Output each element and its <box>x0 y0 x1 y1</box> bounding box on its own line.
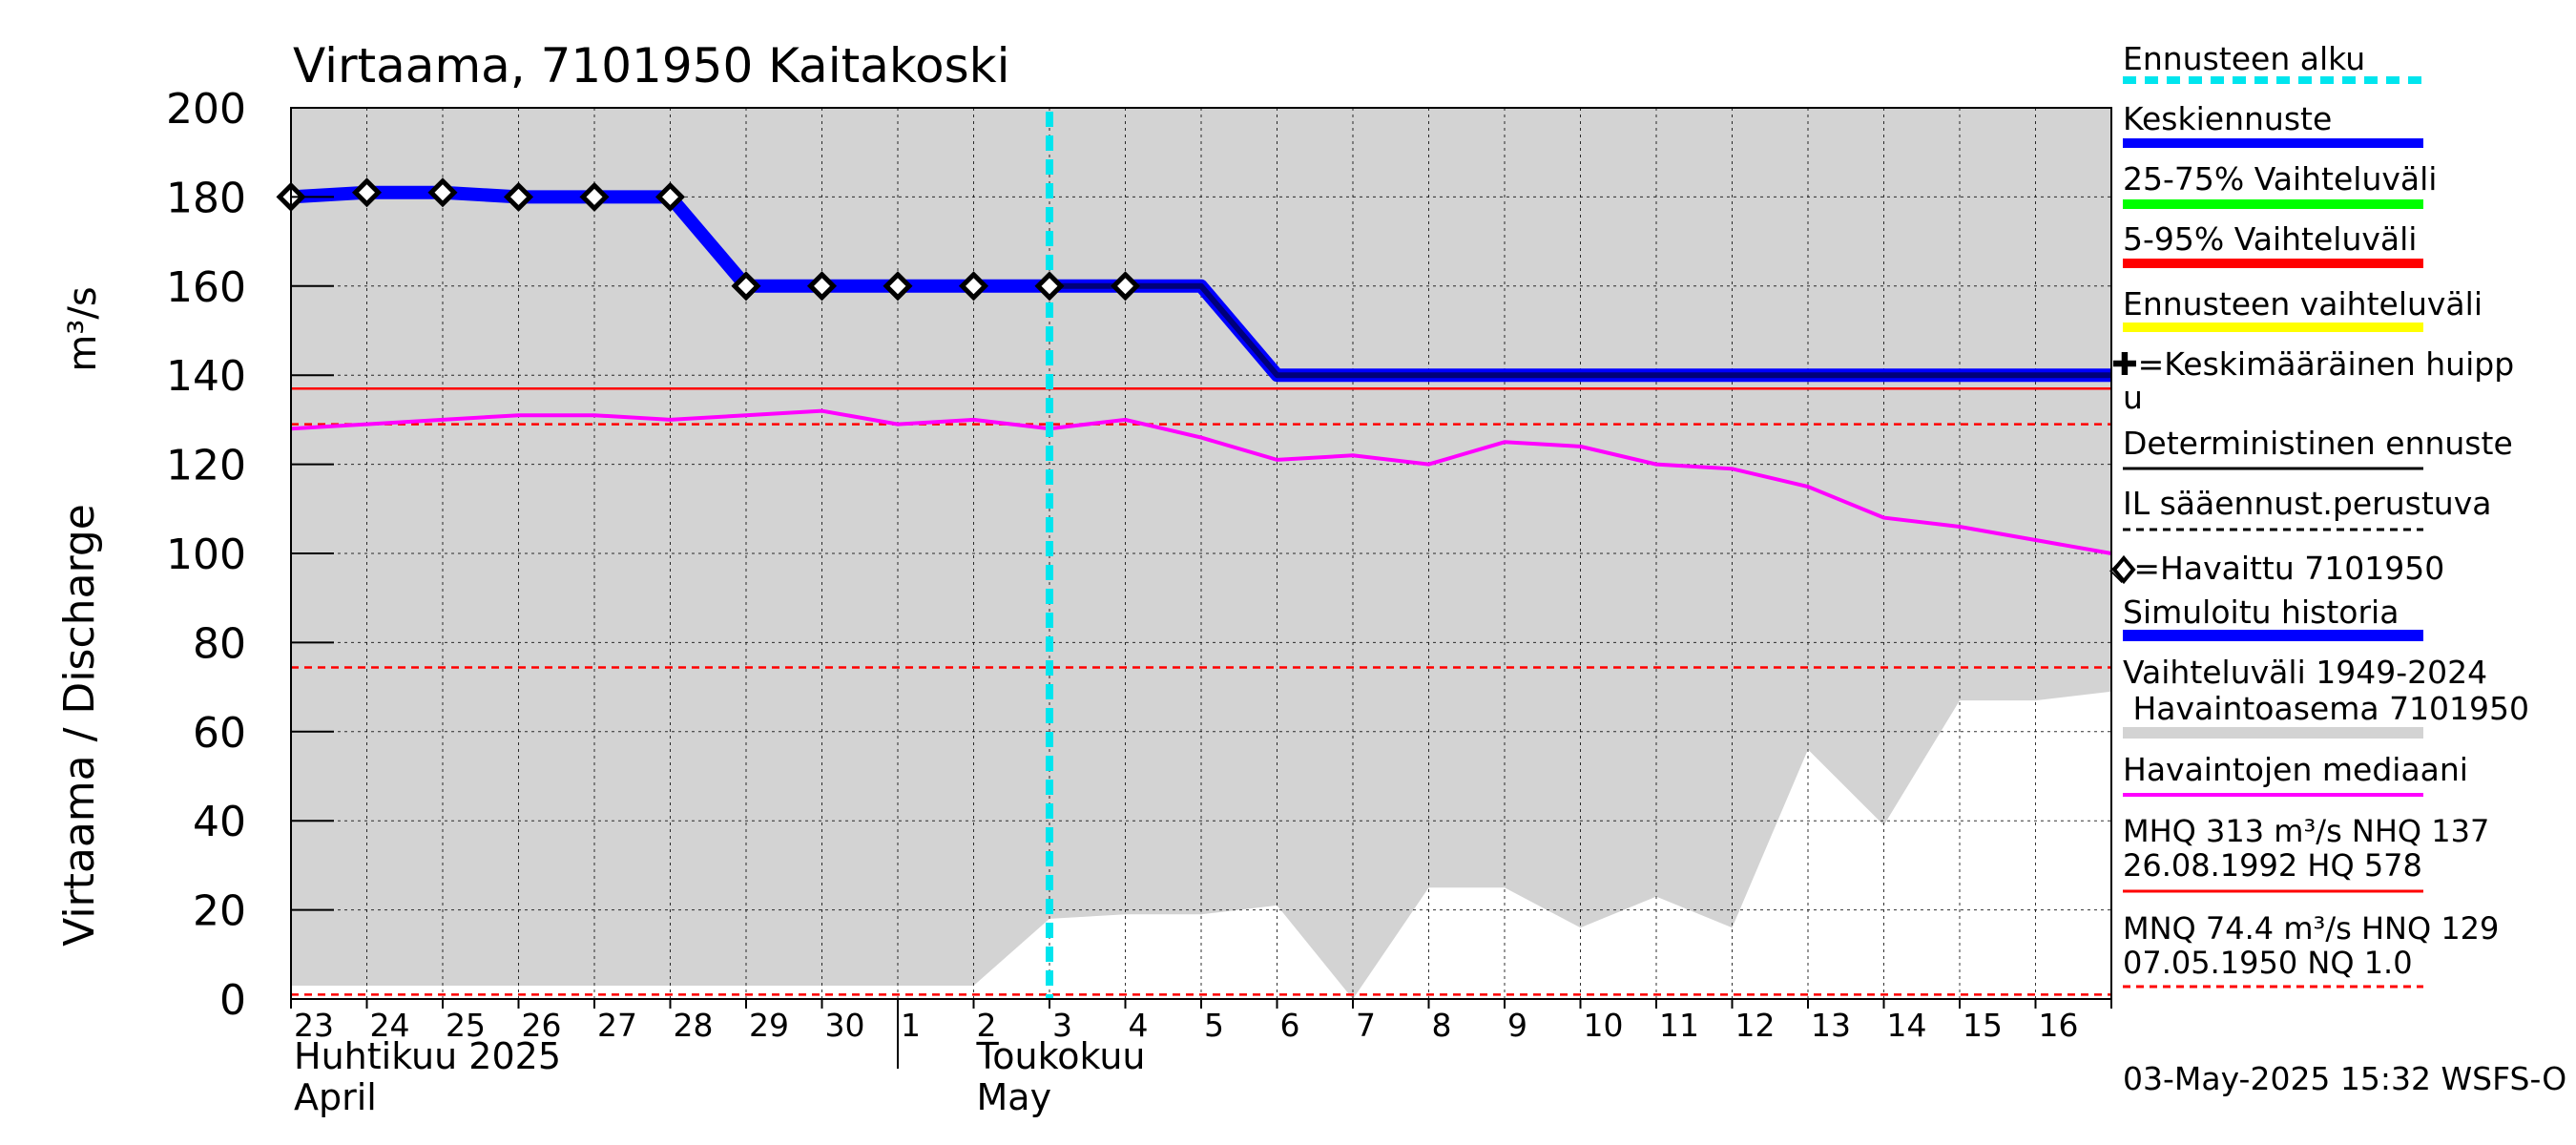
legend-observed-diamond-icon <box>2111 554 2136 585</box>
x-tick-label: 23 <box>294 1007 334 1044</box>
legend-forecast-start-label: Ennusteen alku <box>2123 40 2365 77</box>
legend-mnq-date: 07.05.1950 NQ 1.0 <box>2123 945 2413 981</box>
reference-lines <box>291 386 2111 996</box>
y-tick-label: 200 <box>166 85 246 134</box>
y-tick-label: 0 <box>219 976 246 1025</box>
y-tick-label: 140 <box>166 352 246 401</box>
y-tick-label: 80 <box>193 619 246 668</box>
observed-point <box>731 271 761 302</box>
legend-deterministic-label: Deterministinen ennuste <box>2123 425 2513 462</box>
y-tick-label: 160 <box>166 263 246 312</box>
x-tick-label: 3 <box>1052 1007 1072 1044</box>
month-label-english: May <box>977 1076 1052 1118</box>
y-tick-label: 20 <box>193 887 246 936</box>
x-tick-label: 26 <box>522 1007 562 1044</box>
chart-title: Virtaama, 7101950 Kaitakoski <box>293 38 1010 94</box>
x-tick-label: 29 <box>749 1007 789 1044</box>
legend-history-range-label: Vaihteluväli 1949-2024 <box>2123 654 2487 691</box>
x-tick-label: 30 <box>825 1007 865 1044</box>
x-tick-label: 11 <box>1659 1007 1699 1044</box>
legend-mnq-label: MNQ 74.4 m³/s HNQ 129 <box>2123 910 2499 947</box>
x-tick-label: 7 <box>1356 1007 1376 1044</box>
x-tick-label: 14 <box>1887 1007 1927 1044</box>
y-tick-label: 120 <box>166 442 246 490</box>
observed-point <box>958 271 989 302</box>
month-label-english: April <box>294 1076 377 1118</box>
x-tick-label: 12 <box>1735 1007 1776 1044</box>
legend-mhq-label: MHQ 313 m³/s NHQ 137 <box>2123 813 2489 849</box>
observed-point <box>579 181 610 212</box>
x-tick-label: 4 <box>1129 1007 1149 1044</box>
x-tick-label: 10 <box>1584 1007 1624 1044</box>
legend-range-25-75-label: 25-75% Vaihteluväli <box>2123 160 2437 198</box>
footer-timestamp: 03-May-2025 15:32 WSFS-O <box>2123 1060 2566 1097</box>
observed-point <box>351 177 383 208</box>
median-line <box>290 408 2112 555</box>
y-tick-label: 60 <box>193 709 246 758</box>
y-axis-label: Virtaama / Discharge <box>55 504 104 947</box>
legend-mhq-date: 26.08.1992 HQ 578 <box>2123 847 2422 884</box>
mean-forecast-line <box>1049 282 2111 379</box>
x-tick-labels: 23 24 25 26 27 28 29 30 1 2 3 4 5 6 7 8 9 10 11 12 13 14 15 16H… <box>294 1007 2079 1118</box>
legend-forecast-range-label: Ennusteen vaihteluväli <box>2123 285 2483 323</box>
x-tick-label: 5 <box>1204 1007 1224 1044</box>
legend-median-label: Havaintojen mediaani <box>2123 751 2468 788</box>
x-tick-label: 16 <box>2039 1007 2079 1044</box>
y-axis-unit-label: m³/s <box>61 286 105 371</box>
legend-mean-peak-label: ✚=Keskimääräinen huipp <box>2111 345 2514 383</box>
legend-range-5-95-label: 5-95% Vaihteluväli <box>2123 220 2417 258</box>
observed-point <box>427 177 458 208</box>
x-tick-label: 13 <box>1811 1007 1851 1044</box>
legend-mean-forecast-label: Keskiennuste <box>2123 100 2332 137</box>
x-tick-label: 2 <box>977 1007 997 1044</box>
y-tick-labels: 0 20 40 60 80 100 120 140 160 180 200 <box>166 85 246 1025</box>
x-tick-label: 27 <box>597 1007 637 1044</box>
observed-point <box>503 181 534 212</box>
x-tick-label: 24 <box>370 1007 410 1044</box>
x-tick-label: 28 <box>674 1007 714 1044</box>
x-tick-label: 8 <box>1432 1007 1452 1044</box>
legend-history-range-station: Havaintoasema 7101950 <box>2123 690 2529 727</box>
y-tick-label: 100 <box>166 531 246 579</box>
observed-point <box>1034 271 1065 302</box>
x-tick-label: 1 <box>901 1007 921 1044</box>
legend-il-based-label: IL sääennust.perustuva <box>2123 485 2491 522</box>
x-tick-label: 6 <box>1280 1007 1300 1044</box>
legend: Ennusteen alku Keskiennuste 25-75% Vaiht… <box>2109 40 2529 989</box>
month-label: Huhtikuu 2025 <box>294 1035 561 1077</box>
x-tick-label: 9 <box>1507 1007 1527 1044</box>
observed-point <box>654 181 686 212</box>
y-tick-label: 40 <box>193 798 246 846</box>
x-tick-label: 15 <box>1963 1007 2003 1044</box>
observed-point <box>806 271 838 302</box>
y-tick-label: 180 <box>166 174 246 222</box>
observed-point <box>1110 271 1141 302</box>
month-label: Toukokuu <box>976 1035 1146 1077</box>
data-series <box>276 112 2112 999</box>
legend-observed-label: ◇=Havaittu 7101950 <box>2109 550 2444 587</box>
observed-point <box>883 271 913 302</box>
axes <box>290 107 2112 1069</box>
legend-mean-peak-label-wrap: u <box>2123 379 2143 416</box>
x-tick-label: 25 <box>446 1007 486 1044</box>
legend-simulated-label: Simuloitu historia <box>2123 593 2399 631</box>
